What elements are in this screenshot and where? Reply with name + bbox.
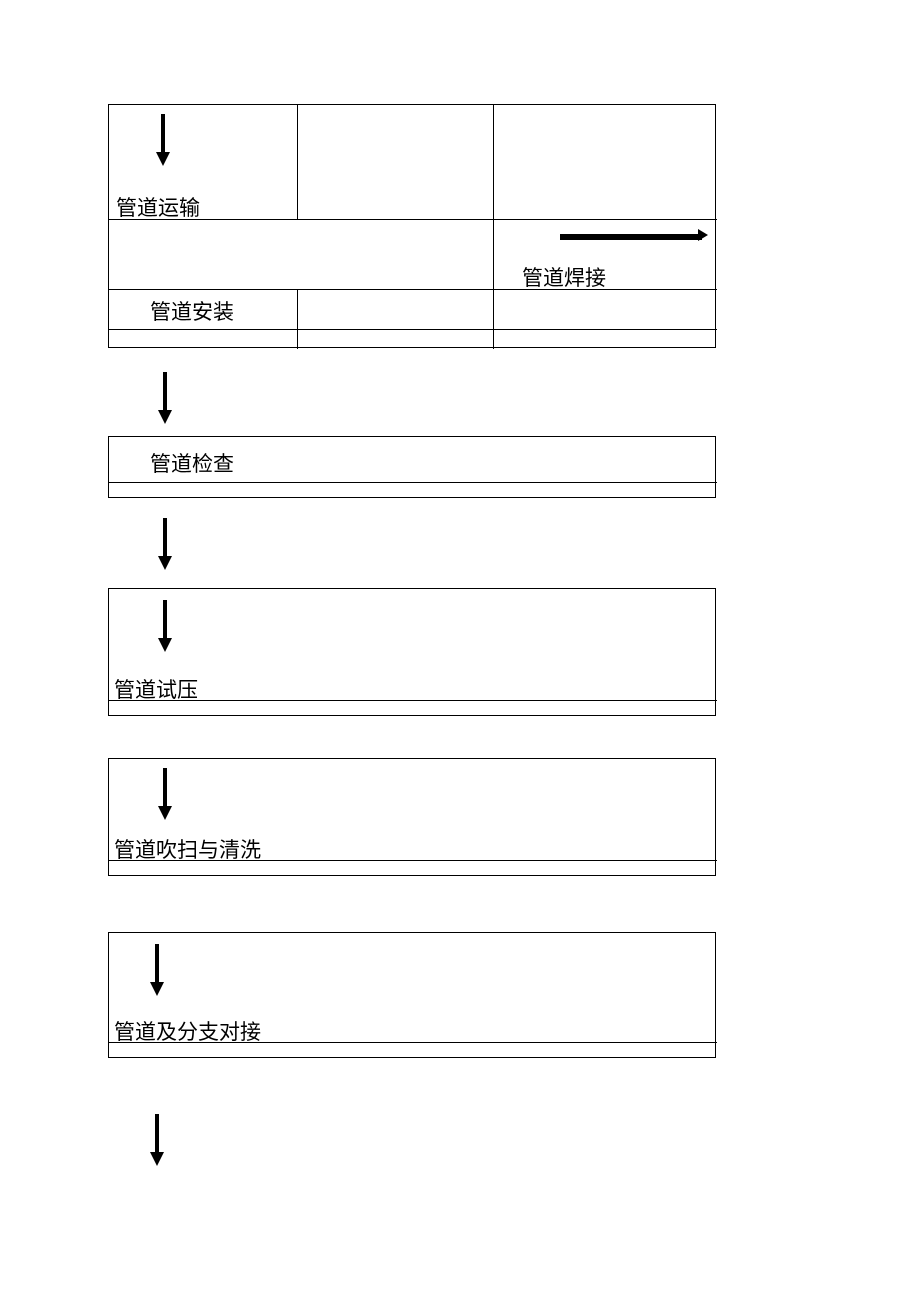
arrow-down-icon xyxy=(150,944,164,996)
arrow-right-icon xyxy=(560,234,702,240)
label-pipe-pressure-test: 管道试压 xyxy=(114,674,198,704)
label-pipe-install: 管道安装 xyxy=(150,296,234,326)
arrow-down-icon xyxy=(150,1114,164,1162)
step-inner-divider xyxy=(109,700,717,701)
arrow-down-icon xyxy=(158,518,172,576)
top-table-col2d-divider xyxy=(493,329,494,349)
arrow-down-icon xyxy=(156,114,170,169)
arrow-down-icon xyxy=(158,768,172,820)
top-table-row1-divider xyxy=(109,219,717,220)
page: www.bdocx.com 管道运输 管道焊接 管道安装 管道检查 xyxy=(0,0,920,1302)
label-pipe-welding: 管道焊接 xyxy=(522,262,606,292)
label-pipe-branch-join: 管道及分支对接 xyxy=(114,1016,261,1046)
step-inner-divider xyxy=(109,482,717,483)
label-pipe-transport: 管道运输 xyxy=(116,192,200,222)
arrow-down-icon xyxy=(158,600,172,652)
top-table-col1-divider xyxy=(297,105,298,219)
top-table-row2-divider xyxy=(109,289,717,290)
label-pipe-purge-clean: 管道吹扫与清洗 xyxy=(114,834,261,864)
top-table-col2b-divider xyxy=(493,219,494,289)
top-table-col1c-divider xyxy=(297,289,298,329)
top-table-col2c-divider xyxy=(493,289,494,329)
top-table-col2-divider xyxy=(493,105,494,219)
step-box-pressure-test xyxy=(108,588,716,716)
label-pipe-inspection: 管道检查 xyxy=(150,448,234,478)
top-table-col1d-divider xyxy=(297,329,298,349)
arrow-down-icon xyxy=(158,372,172,424)
top-table-row3-divider xyxy=(109,329,717,330)
